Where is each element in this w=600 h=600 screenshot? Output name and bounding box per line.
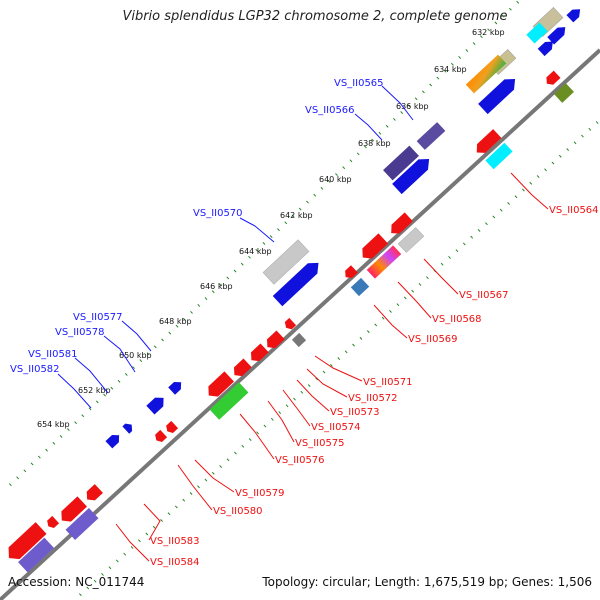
scale-label-640: 640 kbp bbox=[319, 175, 352, 184]
gene-arrow-blue-ii0578[interactable] bbox=[146, 393, 167, 415]
gene-arrow-red-ii0567[interactable] bbox=[358, 233, 389, 262]
label-vs-ii0573[interactable]: VS_II0573 bbox=[330, 407, 380, 418]
gene-block-ii0569[interactable] bbox=[350, 277, 370, 297]
gene-block-ii0572[interactable] bbox=[291, 332, 307, 348]
gene-block-orange[interactable] bbox=[465, 54, 507, 94]
gene-arrow-red-ii0579[interactable] bbox=[164, 420, 179, 435]
scale-labels: 632 kbp 634 kbp 636 kbp 638 kbp 640 kbp … bbox=[37, 28, 505, 429]
gene-arrow-red-ii0584b[interactable] bbox=[3, 522, 47, 564]
gene-arrow-red-ii0571[interactable] bbox=[283, 317, 297, 331]
gene-arrow-blue-ii0577[interactable] bbox=[168, 379, 184, 395]
scale-label-636: 636 kbp bbox=[396, 102, 429, 111]
label-vs-ii0577[interactable]: VS_II0577 bbox=[73, 312, 123, 323]
label-vs-ii0578[interactable]: VS_II0578 bbox=[55, 327, 105, 338]
label-vs-ii0574[interactable]: VS_II0574 bbox=[311, 422, 361, 433]
backbone-line bbox=[0, 48, 600, 600]
gene-arrow-blue-632c[interactable] bbox=[566, 6, 583, 23]
gene-block-olive[interactable] bbox=[554, 83, 574, 103]
label-vs-ii0581[interactable]: VS_II0581 bbox=[28, 349, 78, 360]
label-vs-ii0565[interactable]: VS_II0565 bbox=[334, 78, 384, 89]
gene-arrow-red-ii0583b[interactable] bbox=[57, 496, 88, 525]
label-vs-ii0566[interactable]: VS_II0566 bbox=[305, 105, 355, 116]
scale-label-642: 642 kbp bbox=[280, 211, 313, 220]
label-vs-ii0583[interactable]: VS_II0583 bbox=[150, 536, 200, 547]
gene-arrow-red-top[interactable] bbox=[543, 70, 561, 88]
gene-block-gray-ii0567[interactable] bbox=[397, 227, 425, 253]
forward-genes bbox=[105, 6, 583, 449]
scale-label-650: 650 kbp bbox=[119, 351, 152, 360]
gene-arrow-red-642[interactable] bbox=[387, 212, 413, 237]
gene-block-ii0566[interactable] bbox=[383, 145, 419, 181]
accession-text: Accession: NC_011744 bbox=[8, 575, 145, 589]
gene-block-cyan-top[interactable] bbox=[526, 22, 548, 44]
label-vs-ii0579[interactable]: VS_II0579 bbox=[235, 488, 285, 499]
gene-block-purple-ii0584[interactable] bbox=[18, 537, 54, 573]
scale-label-634: 634 kbp bbox=[434, 65, 467, 74]
scale-label-646: 646 kbp bbox=[200, 282, 233, 291]
gene-block-green-ii0576[interactable] bbox=[209, 382, 249, 420]
gene-block-cyan-ii0564[interactable] bbox=[485, 142, 513, 170]
gene-arrow-blue-ii0581[interactable] bbox=[122, 421, 135, 434]
map-title: Vibrio splendidus LGP32 chromosome 2, co… bbox=[122, 9, 508, 24]
scale-label-648: 648 kbp bbox=[159, 317, 192, 326]
gene-arrow-red-ii0573[interactable] bbox=[263, 330, 285, 351]
scale-label-654: 654 kbp bbox=[37, 420, 70, 429]
gene-arrow-red-ii0575[interactable] bbox=[230, 358, 252, 379]
label-vs-ii0572[interactable]: VS_II0572 bbox=[348, 393, 398, 404]
scale-label-638: 638 kbp bbox=[358, 139, 391, 148]
gene-arrow-blue-ii0582[interactable] bbox=[105, 432, 122, 449]
gene-arrow-red-ii0580[interactable] bbox=[153, 429, 168, 444]
label-vs-ii0567[interactable]: VS_II0567 bbox=[459, 290, 509, 301]
scale-label-632: 632 kbp bbox=[472, 28, 505, 37]
scale-label-652: 652 kbp bbox=[78, 386, 111, 395]
gene-arrow-red-ii0584a[interactable] bbox=[45, 515, 60, 530]
gene-arrow-blue-632a[interactable] bbox=[547, 24, 568, 45]
gene-arrow-blue-634[interactable] bbox=[478, 74, 520, 115]
gene-block-ii0568[interactable] bbox=[366, 245, 402, 279]
label-vs-ii0564[interactable]: VS_II0564 bbox=[549, 205, 599, 216]
gene-arrow-blue-638[interactable] bbox=[392, 154, 434, 195]
label-vs-ii0582[interactable]: VS_II0582 bbox=[10, 364, 60, 375]
gene-arrow-red-ii0574[interactable] bbox=[247, 343, 269, 364]
forward-leader-lines bbox=[57, 85, 414, 409]
label-vs-ii0576[interactable]: VS_II0576 bbox=[275, 455, 325, 466]
scale-label-644: 644 kbp bbox=[239, 247, 272, 256]
label-vs-ii0580[interactable]: VS_II0580 bbox=[213, 506, 263, 517]
genome-summary-text: Topology: circular; Length: 1,675,519 bp… bbox=[262, 575, 592, 589]
label-vs-ii0568[interactable]: VS_II0568 bbox=[432, 314, 482, 325]
gene-block-ii0570[interactable] bbox=[262, 239, 310, 285]
gene-arrow-blue-632b[interactable] bbox=[537, 38, 557, 57]
gene-arrow-red-small-646[interactable] bbox=[342, 265, 358, 280]
reverse-leader-lines bbox=[115, 172, 549, 562]
gene-arrow-red-ii0583a[interactable] bbox=[83, 484, 103, 504]
reverse-genes bbox=[3, 70, 574, 573]
label-vs-ii0575[interactable]: VS_II0575 bbox=[295, 438, 345, 449]
reverse-gene-labels: VS_II0564 VS_II0567 VS_II0568 VS_II0569 … bbox=[150, 205, 599, 568]
label-vs-ii0571[interactable]: VS_II0571 bbox=[363, 377, 413, 388]
gene-arrow-blue-645[interactable] bbox=[272, 258, 324, 307]
label-vs-ii0569[interactable]: VS_II0569 bbox=[408, 334, 458, 345]
forward-gene-labels: VS_II0565 VS_II0566 VS_II0570 VS_II0577 … bbox=[10, 78, 384, 375]
label-vs-ii0584[interactable]: VS_II0584 bbox=[150, 557, 200, 568]
label-vs-ii0570[interactable]: VS_II0570 bbox=[193, 208, 243, 219]
gene-arrow-red-ii0564[interactable] bbox=[473, 129, 502, 157]
gene-block-ii0565[interactable] bbox=[416, 122, 446, 150]
gene-arrow-red-ii0576[interactable] bbox=[204, 371, 235, 400]
gene-block-purple-ii0583[interactable] bbox=[65, 507, 99, 541]
